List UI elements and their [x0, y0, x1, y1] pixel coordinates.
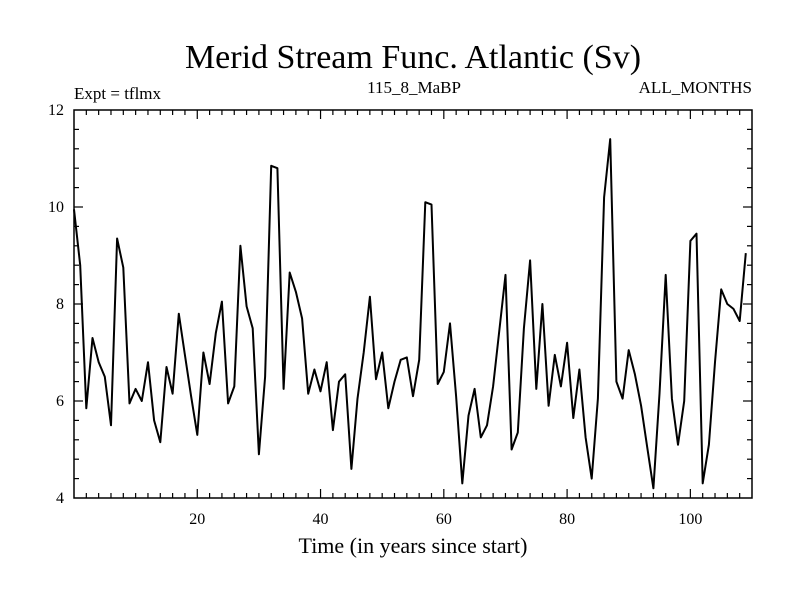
x-tick-label: 80 — [559, 511, 575, 528]
y-tick-label: 12 — [48, 102, 64, 119]
chart-title: Merid Stream Func. Atlantic (Sv) — [185, 39, 641, 76]
months-label: ALL_MONTHS — [639, 78, 752, 97]
x-tick-label: 100 — [678, 511, 702, 528]
y-tick-label: 8 — [56, 296, 64, 313]
x-tick-label: 20 — [189, 511, 205, 528]
x-axis-label: Time (in years since start) — [299, 533, 528, 558]
x-tick-label: 60 — [436, 511, 452, 528]
x-tick-label: 40 — [313, 511, 329, 528]
axis-tick-labels: 20 40 60 80 100 4 6 8 10 12 — [48, 102, 702, 528]
series-line — [73, 138, 747, 490]
plot-frame — [73, 109, 753, 499]
axis-ticks — [74, 110, 752, 498]
experiment-label: Expt = tflmx — [74, 84, 162, 103]
period-label: 115_8_MaBP — [367, 78, 461, 97]
y-tick-label: 10 — [48, 199, 64, 216]
y-tick-label: 4 — [56, 490, 64, 507]
y-tick-label: 6 — [56, 393, 64, 410]
